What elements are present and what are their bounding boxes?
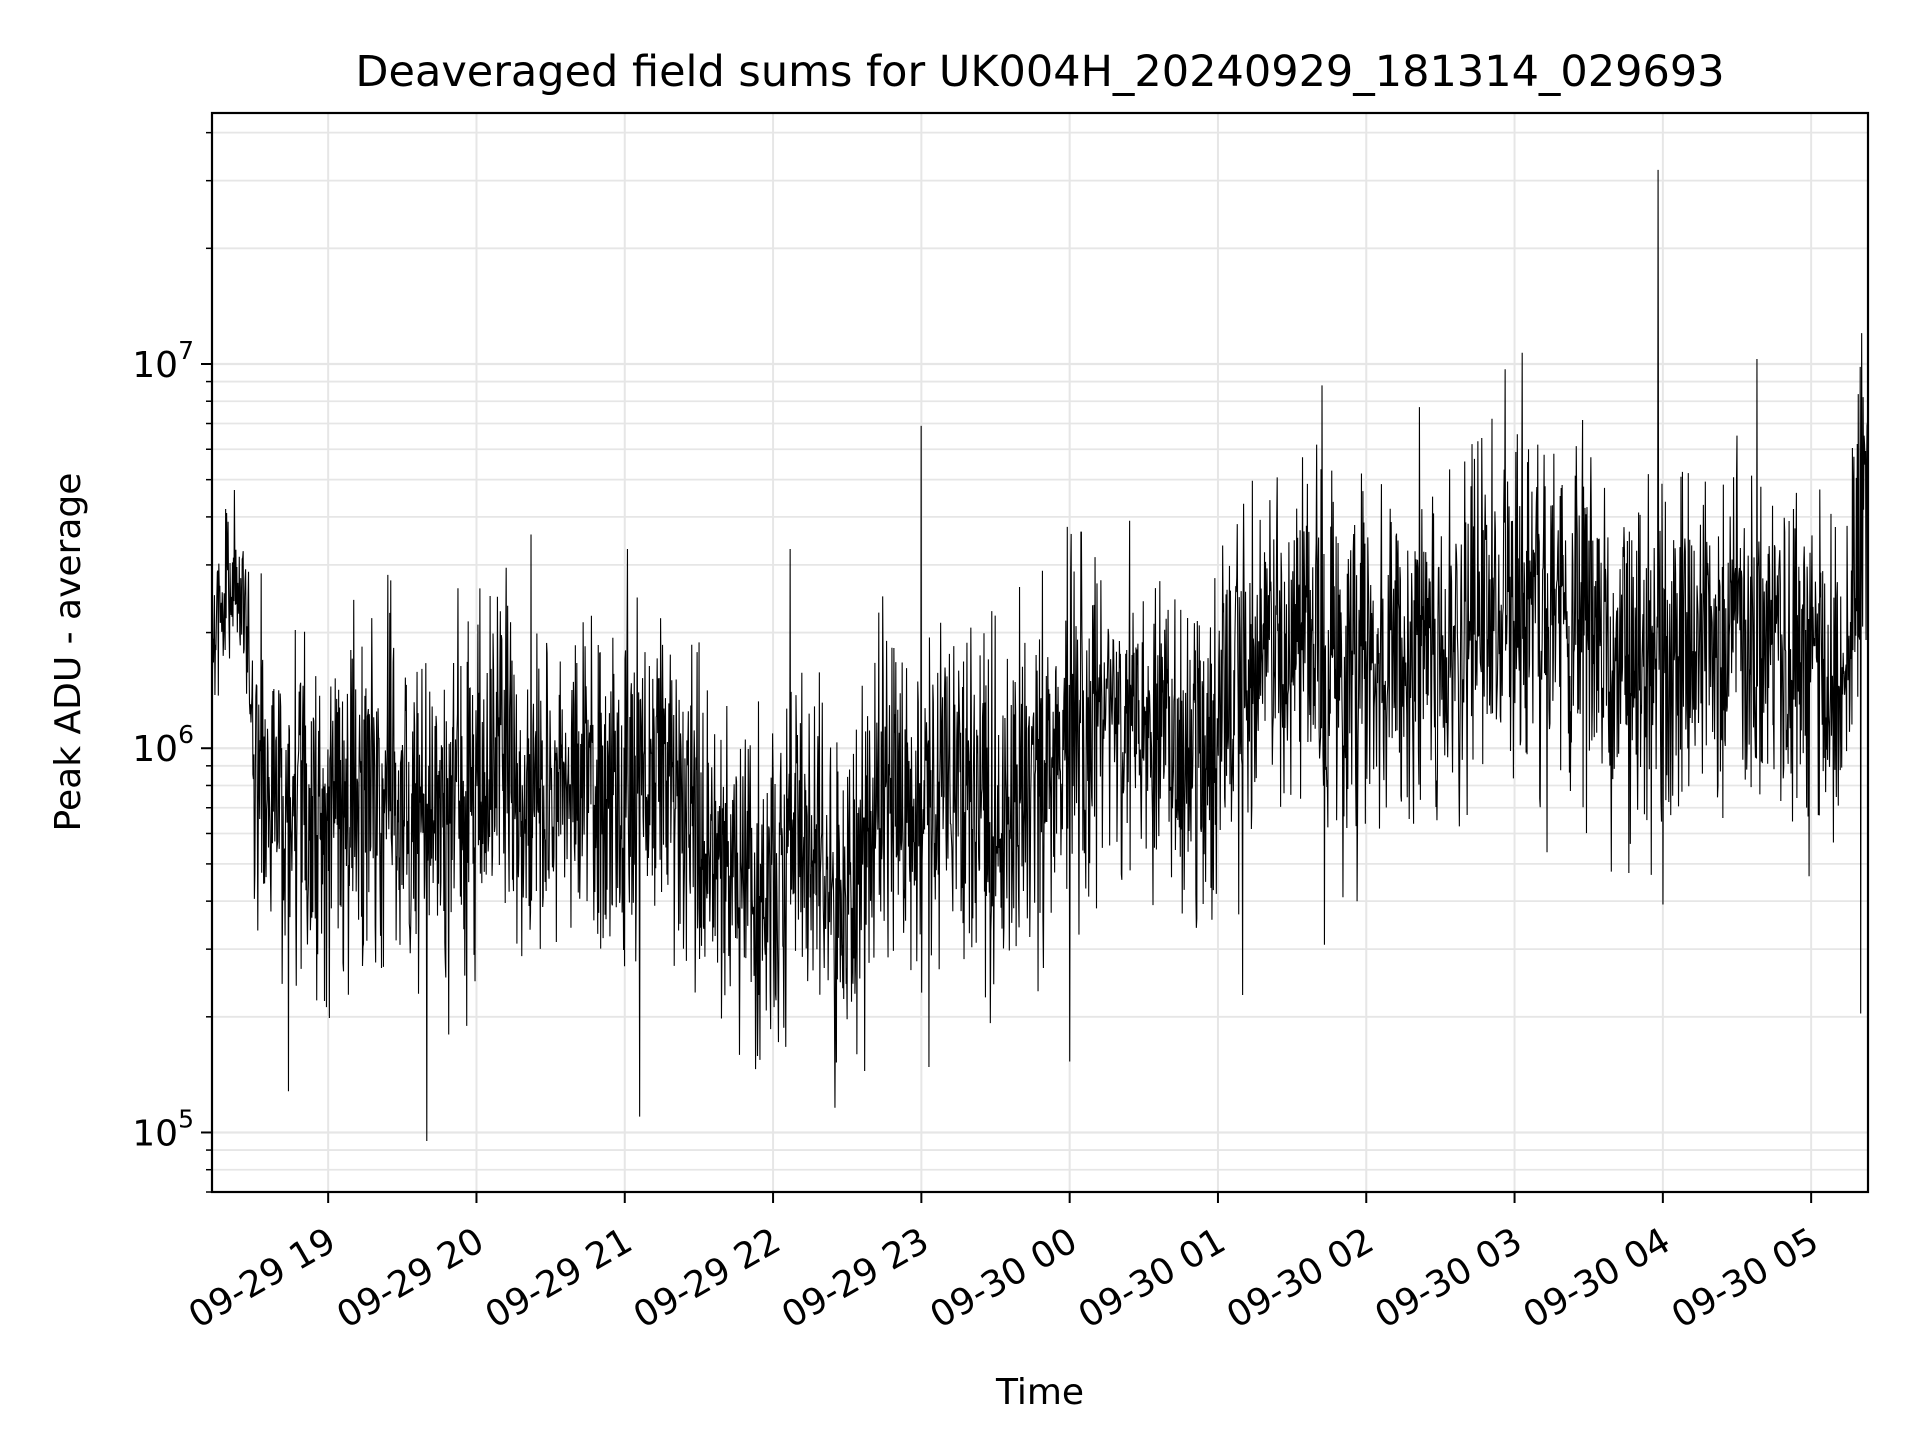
x-axis-label: Time <box>995 1372 1084 1413</box>
y-axis-label: Peak ADU - average <box>48 473 89 832</box>
series-group <box>212 169 1868 1142</box>
plot-frame <box>210 111 1870 1194</box>
y-tick-label: 105 <box>132 1104 194 1154</box>
series-line <box>212 169 1868 1142</box>
chart-title: Deaveraged field sums for UK004H_2024092… <box>355 47 1724 97</box>
y-tick-label: 107 <box>132 336 194 386</box>
y-axis-ticks: 105 106 107 <box>132 131 212 1193</box>
y-tick-label: 106 <box>132 720 194 770</box>
